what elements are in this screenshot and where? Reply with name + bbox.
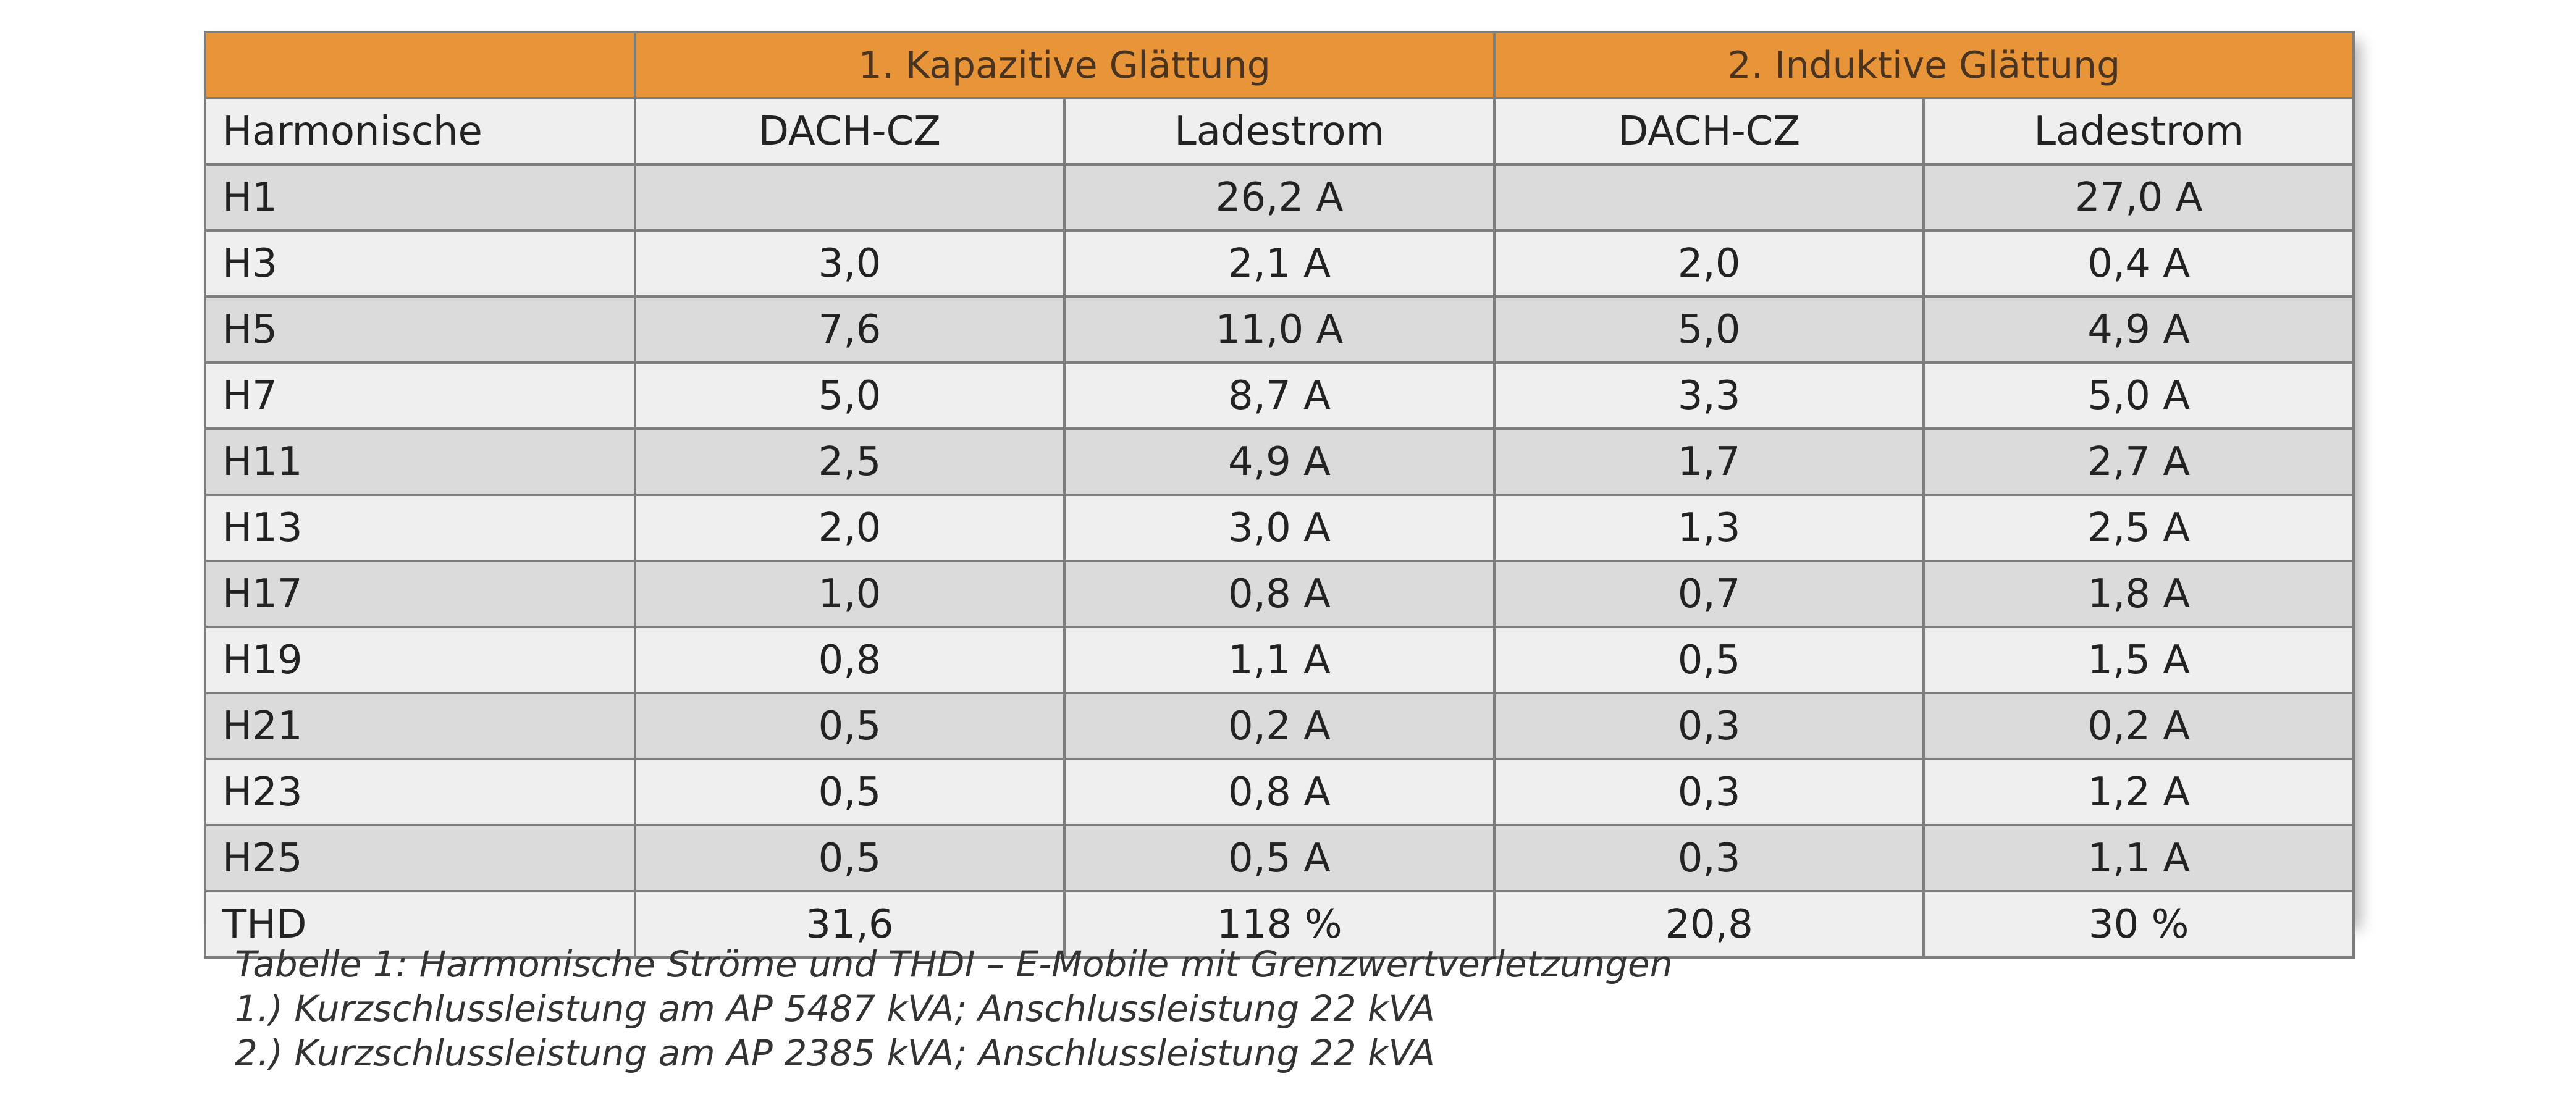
cell-dach-cz-capacitive: 2,5 xyxy=(633,427,1066,496)
column-header-dach-cz-2: DACH-CZ xyxy=(1492,97,1926,166)
group-header-empty xyxy=(204,31,636,99)
cell-dach-cz-capacitive: 0,8 xyxy=(633,626,1066,694)
harmonics-table: 1. Kapazitive Glättung 2. Induktive Glät… xyxy=(204,31,2355,959)
group-header-row: 1. Kapazitive Glättung 2. Induktive Glät… xyxy=(204,31,2355,99)
cell-dach-cz-capacitive: 7,6 xyxy=(633,295,1066,364)
cell-ladestrom-inductive: 1,2 A xyxy=(1922,758,2355,826)
cell-dach-cz-inductive xyxy=(1492,163,1926,232)
cell-ladestrom-capacitive: 0,5 A xyxy=(1063,824,1496,892)
cell-ladestrom-capacitive: 26,2 A xyxy=(1063,163,1496,232)
cell-ladestrom-inductive: 1,1 A xyxy=(1922,824,2355,892)
column-header-harmonische: Harmonische xyxy=(204,97,636,166)
cell-ladestrom-capacitive: 1,1 A xyxy=(1063,626,1496,694)
cell-ladestrom-inductive: 27,0 A xyxy=(1922,163,2355,232)
cell-dach-cz-inductive: 20,8 xyxy=(1492,890,1926,959)
cell-harmonic-label: H21 xyxy=(204,692,636,760)
table-row: H25 0,5 0,5 A 0,3 1,1 A xyxy=(204,824,2355,892)
cell-dach-cz-inductive: 5,0 xyxy=(1492,295,1926,364)
cell-ladestrom-capacitive: 0,8 A xyxy=(1063,560,1496,628)
caption-note-2: 2.) Kurzschlussleistung am AP 2385 kVA; … xyxy=(235,1032,1435,1074)
table-row: H1 26,2 A 27,0 A xyxy=(204,163,2355,232)
cell-harmonic-label: THD xyxy=(204,890,636,959)
cell-dach-cz-capacitive: 5,0 xyxy=(633,361,1066,430)
cell-harmonic-label: H1 xyxy=(204,163,636,232)
cell-ladestrom-capacitive: 2,1 A xyxy=(1063,229,1496,298)
cell-dach-cz-inductive: 0,3 xyxy=(1492,692,1926,760)
cell-dach-cz-inductive: 1,7 xyxy=(1492,427,1926,496)
cell-ladestrom-inductive: 0,4 A xyxy=(1922,229,2355,298)
cell-harmonic-label: H25 xyxy=(204,824,636,892)
cell-ladestrom-capacitive: 8,7 A xyxy=(1063,361,1496,430)
cell-ladestrom-capacitive: 11,0 A xyxy=(1063,295,1496,364)
column-header-dach-cz-1: DACH-CZ xyxy=(633,97,1066,166)
cell-dach-cz-inductive: 0,5 xyxy=(1492,626,1926,694)
cell-harmonic-label: H11 xyxy=(204,427,636,496)
table-row: H13 2,0 3,0 A 1,3 2,5 A xyxy=(204,494,2355,562)
cell-ladestrom-inductive: 4,9 A xyxy=(1922,295,2355,364)
cell-ladestrom-capacitive: 0,8 A xyxy=(1063,758,1496,826)
harmonics-table-container: 1. Kapazitive Glättung 2. Induktive Glät… xyxy=(204,31,2355,959)
cell-ladestrom-inductive: 30 % xyxy=(1922,890,2355,959)
table-row: H3 3,0 2,1 A 2,0 0,4 A xyxy=(204,229,2355,298)
cell-ladestrom-capacitive: 3,0 A xyxy=(1063,494,1496,562)
caption-note-1: 1.) Kurzschlussleistung am AP 5487 kVA; … xyxy=(235,988,1435,1030)
table-row: H21 0,5 0,2 A 0,3 0,2 A xyxy=(204,692,2355,760)
cell-dach-cz-inductive: 1,3 xyxy=(1492,494,1926,562)
table-row: H7 5,0 8,7 A 3,3 5,0 A xyxy=(204,361,2355,430)
cell-harmonic-label: H5 xyxy=(204,295,636,364)
cell-harmonic-label: H7 xyxy=(204,361,636,430)
cell-dach-cz-inductive: 0,7 xyxy=(1492,560,1926,628)
cell-dach-cz-inductive: 2,0 xyxy=(1492,229,1926,298)
cell-harmonic-label: H23 xyxy=(204,758,636,826)
cell-dach-cz-capacitive: 3,0 xyxy=(633,229,1066,298)
cell-dach-cz-capacitive: 2,0 xyxy=(633,494,1066,562)
table-row: H19 0,8 1,1 A 0,5 1,5 A xyxy=(204,626,2355,694)
table-row: THD 31,6 118 % 20,8 30 % xyxy=(204,890,2355,959)
column-header-ladestrom-2: Ladestrom xyxy=(1922,97,2355,166)
cell-harmonic-label: H17 xyxy=(204,560,636,628)
cell-harmonic-label: H3 xyxy=(204,229,636,298)
cell-dach-cz-inductive: 0,3 xyxy=(1492,824,1926,892)
table-caption: Tabelle 1: Harmonische Ströme und THDI –… xyxy=(235,942,1672,1075)
table-row: H11 2,5 4,9 A 1,7 2,7 A xyxy=(204,427,2355,496)
cell-dach-cz-capacitive: 0,5 xyxy=(633,758,1066,826)
cell-ladestrom-inductive: 1,5 A xyxy=(1922,626,2355,694)
table-row: H17 1,0 0,8 A 0,7 1,8 A xyxy=(204,560,2355,628)
cell-ladestrom-inductive: 1,8 A xyxy=(1922,560,2355,628)
table-row: H23 0,5 0,8 A 0,3 1,2 A xyxy=(204,758,2355,826)
cell-dach-cz-capacitive: 0,5 xyxy=(633,824,1066,892)
cell-dach-cz-inductive: 3,3 xyxy=(1492,361,1926,430)
cell-dach-cz-capacitive: 1,0 xyxy=(633,560,1066,628)
group-header-capacitive: 1. Kapazitive Glättung xyxy=(633,31,1496,99)
cell-ladestrom-capacitive: 118 % xyxy=(1063,890,1496,959)
cell-ladestrom-inductive: 5,0 A xyxy=(1922,361,2355,430)
cell-harmonic-label: H19 xyxy=(204,626,636,694)
cell-ladestrom-capacitive: 4,9 A xyxy=(1063,427,1496,496)
column-header-row: Harmonische DACH-CZ Ladestrom DACH-CZ La… xyxy=(204,97,2355,166)
caption-title: Tabelle 1: Harmonische Ströme und THDI –… xyxy=(235,943,1673,985)
cell-ladestrom-capacitive: 0,2 A xyxy=(1063,692,1496,760)
column-header-ladestrom-1: Ladestrom xyxy=(1063,97,1496,166)
cell-ladestrom-inductive: 2,5 A xyxy=(1922,494,2355,562)
group-header-inductive: 2. Induktive Glättung xyxy=(1492,31,2355,99)
cell-dach-cz-capacitive xyxy=(633,163,1066,232)
cell-ladestrom-inductive: 0,2 A xyxy=(1922,692,2355,760)
cell-dach-cz-capacitive: 0,5 xyxy=(633,692,1066,760)
cell-ladestrom-inductive: 2,7 A xyxy=(1922,427,2355,496)
cell-dach-cz-inductive: 0,3 xyxy=(1492,758,1926,826)
table-row: H5 7,6 11,0 A 5,0 4,9 A xyxy=(204,295,2355,364)
cell-dach-cz-capacitive: 31,6 xyxy=(633,890,1066,959)
cell-harmonic-label: H13 xyxy=(204,494,636,562)
